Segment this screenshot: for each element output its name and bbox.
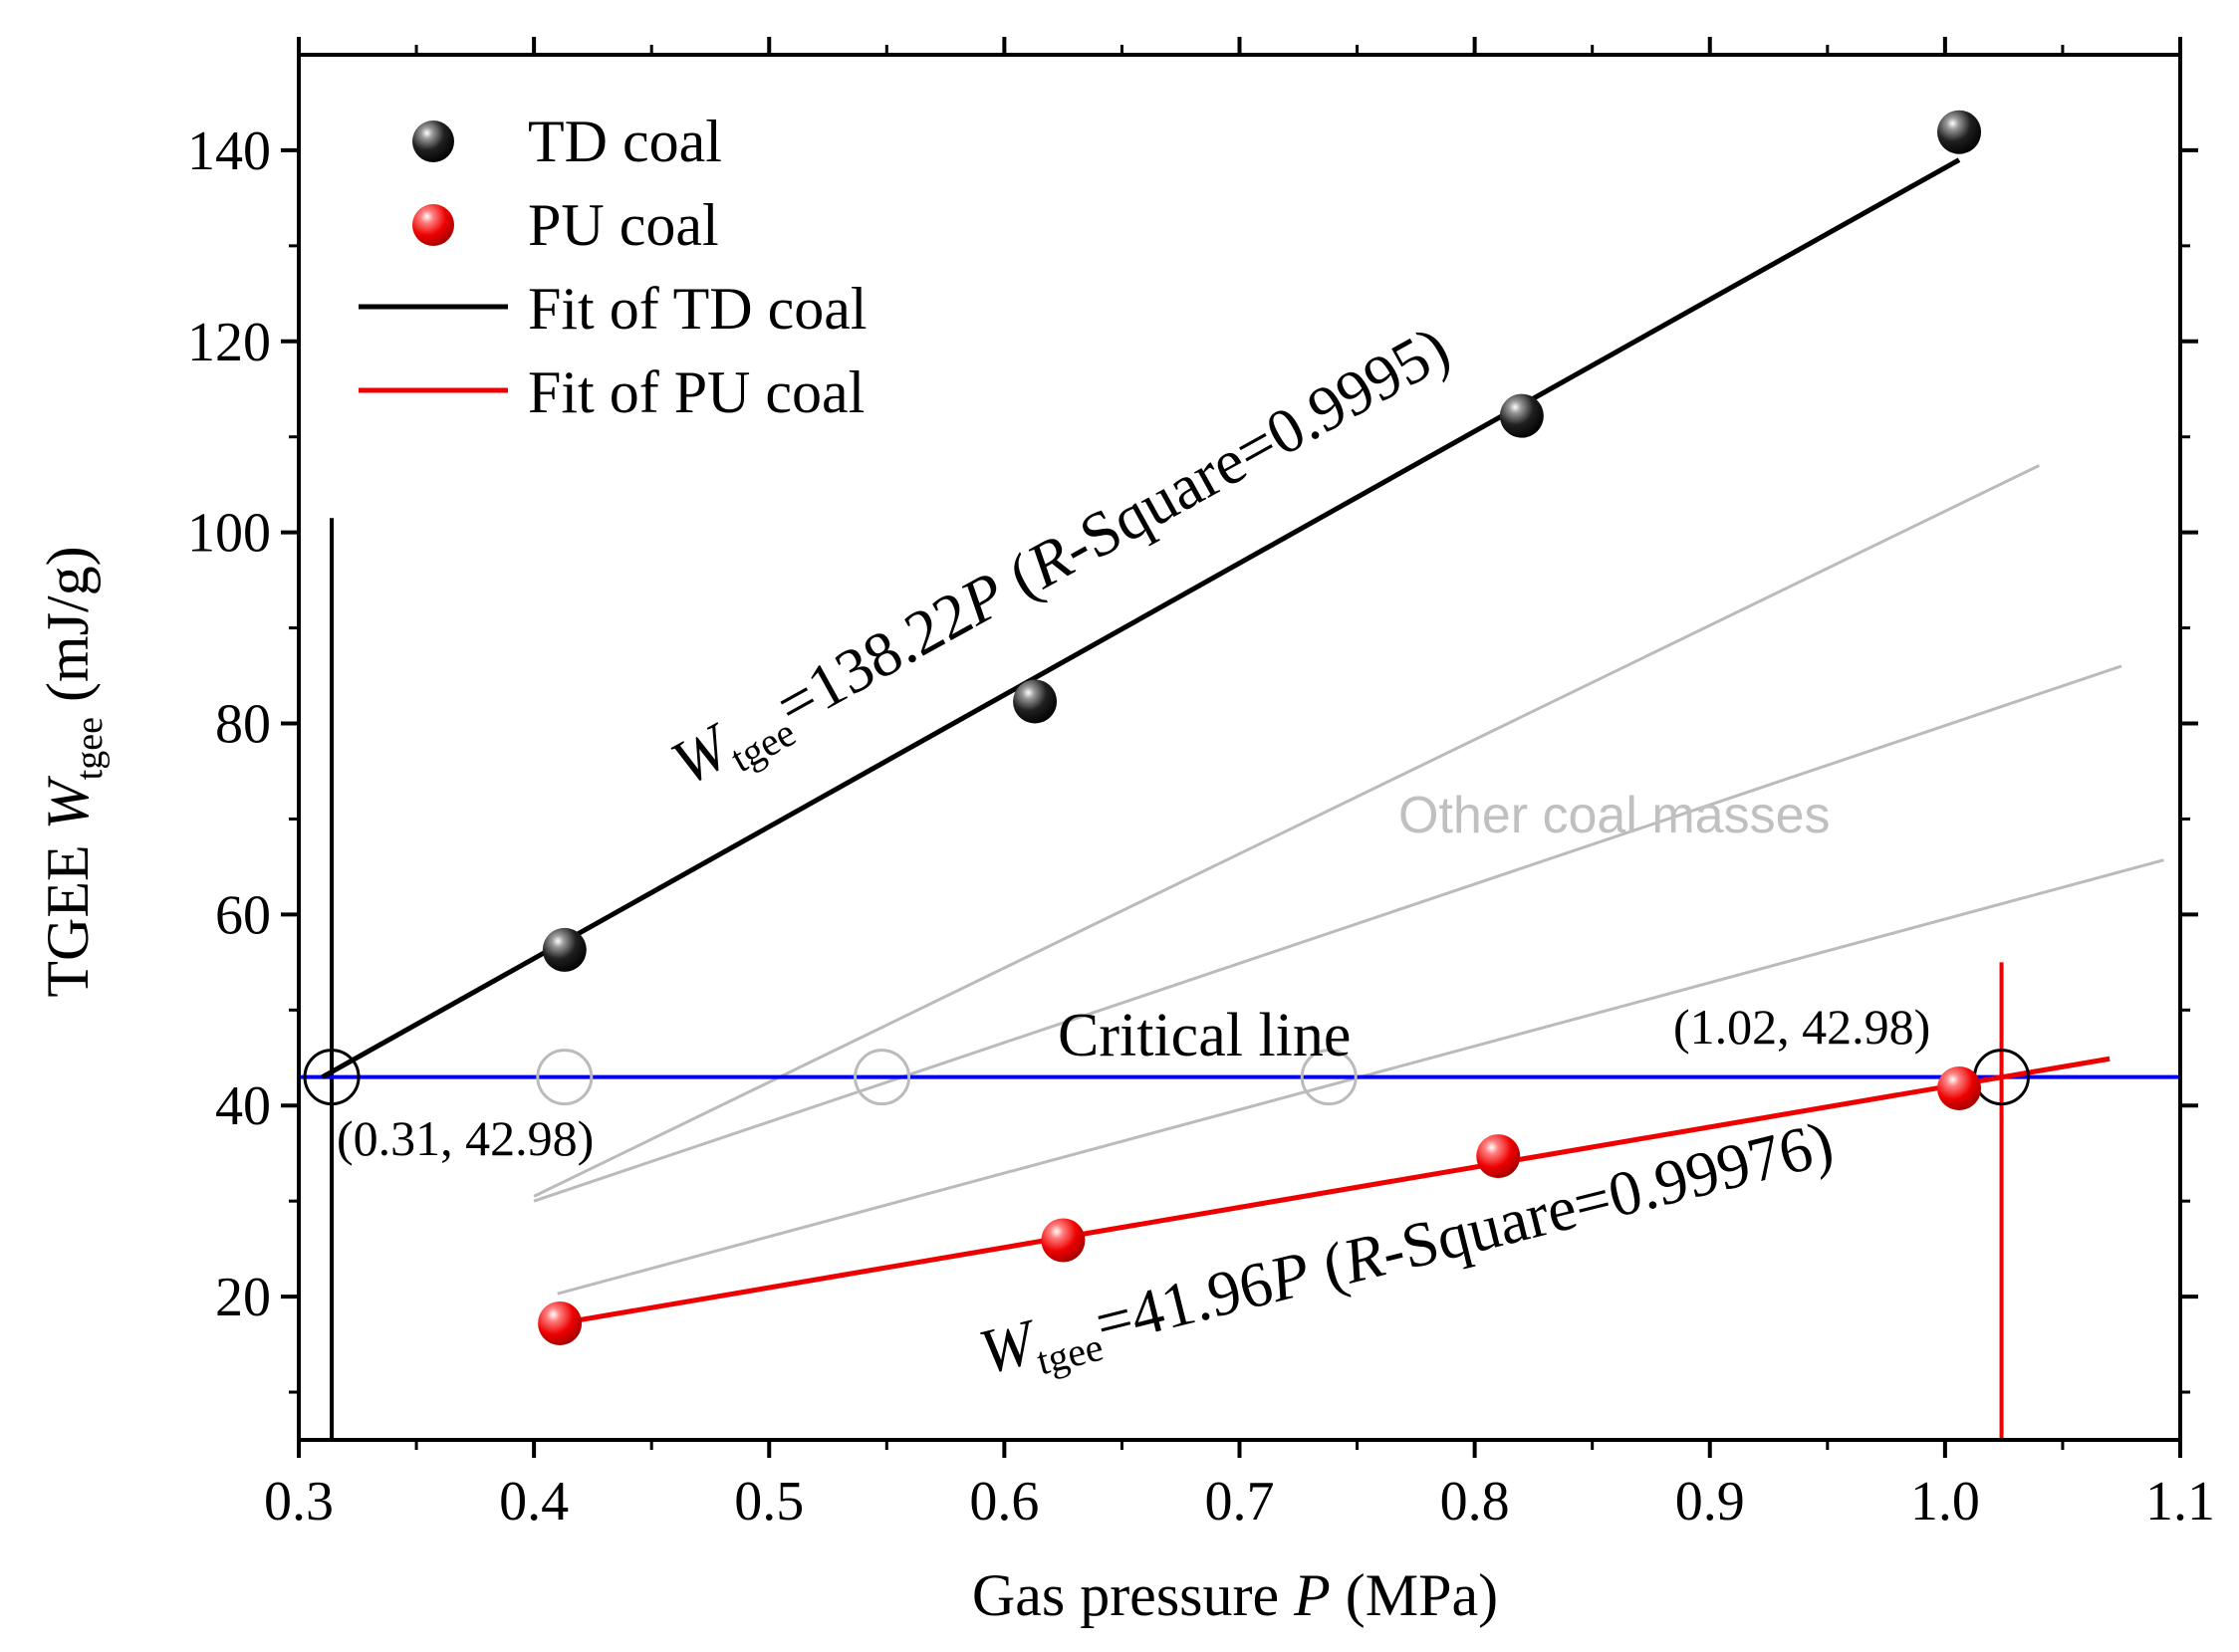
y-tick-label-5: 100 [187,503,271,565]
plot-frame [297,53,2182,1442]
point-left-label: (0.31, 42.98) [337,1110,594,1166]
td-point-1 [542,927,587,972]
point-right-label: (1.02, 42.98) [1673,999,1930,1055]
other-coal-masses-label: Other coal masses [1398,787,1831,844]
x-tick-label-7: 0.9 [1675,1471,1745,1533]
x-tick-label-2: 0.4 [499,1471,569,1533]
x-tick-label-9: 1.1 [2145,1471,2215,1533]
other-coal-line-1 [533,464,2040,1198]
td-point-3 [1499,393,1544,438]
legend-label-td: TD coal [528,109,722,174]
pu-point-2 [1041,1218,1086,1263]
x-tick-label-5: 0.7 [1205,1471,1275,1533]
pu-fit-equation: Wtgee=41.96P (R-Square=0.99976) [972,1107,1842,1397]
y-tick-label-6: 120 [187,312,271,373]
legend: TD coal PU coal Fit of TD coal Fit of PU… [359,109,868,425]
y-tick-label-1: 20 [215,1267,271,1328]
pu-point-3 [1476,1134,1521,1179]
legend-marker-td [412,120,454,162]
y-tick-label-4: 80 [215,694,271,756]
y-tick-label-3: 60 [215,884,271,946]
x-axis-label: Gas pressure P (MPa) [972,1562,1498,1628]
intersection-circle-4 [1300,1049,1358,1106]
x-tick-label-6: 0.8 [1440,1471,1510,1533]
y-axis-label: TGEE Wtgee (mJ/g) [35,546,111,997]
intersection-circle-3 [854,1049,911,1106]
intersection-circle-1 [303,1049,361,1106]
x-tick-label-1: 0.3 [264,1471,334,1533]
pu-point-4 [1937,1065,1982,1110]
legend-label-pu: PU coal [528,192,719,258]
plot-area: 0.3 0.4 0.5 0.6 0.7 0.8 0.9 1.0 1.1 20 40 60 80 100 12… [187,37,2215,1533]
legend-label-td-fit: Fit of TD coal [528,276,868,342]
td-point-2 [1013,679,1058,724]
pu-point-1 [538,1300,583,1345]
td-fit-line [321,157,1961,1079]
y-tick-label-2: 40 [215,1075,271,1137]
other-coal-line-2 [533,664,2122,1203]
td-point-4 [1937,110,1982,154]
x-tick-label-8: 1.0 [1910,1471,1980,1533]
x-tick-label-3: 0.5 [734,1471,804,1533]
legend-label-pu-fit: Fit of PU coal [528,359,865,425]
pu-fit-line [559,1056,2111,1326]
intersection-circle-2 [536,1049,594,1106]
legend-marker-pu [412,204,454,246]
y-tick-label-7: 140 [187,120,271,182]
critical-line-label: Critical line [1058,1002,1351,1069]
x-tick-label-4: 0.6 [969,1471,1039,1533]
